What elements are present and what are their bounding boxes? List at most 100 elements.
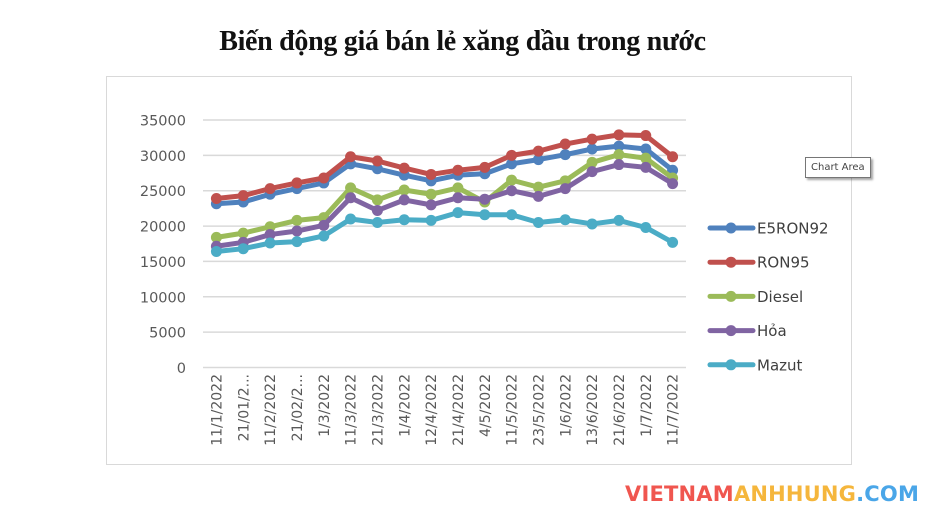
data-point[interactable]: [640, 161, 652, 173]
data-point[interactable]: [318, 230, 330, 242]
y-axis: 0 5000 10000 15000 20000 25000 30000 35000: [140, 114, 686, 377]
data-point[interactable]: [291, 177, 303, 189]
data-point[interactable]: [264, 221, 276, 233]
y-tick-label: 5000: [149, 326, 186, 342]
legend-item-mazut[interactable]: Mazut: [707, 356, 803, 374]
data-point[interactable]: [398, 194, 410, 206]
data-point[interactable]: [532, 154, 544, 166]
data-point[interactable]: [291, 225, 303, 237]
data-point[interactable]: [371, 155, 383, 167]
series-mazut: [210, 207, 679, 258]
data-point[interactable]: [210, 246, 222, 258]
data-point[interactable]: [506, 185, 518, 197]
x-tick-label: 1/6/2022: [558, 374, 574, 437]
data-point[interactable]: [264, 229, 276, 241]
data-point[interactable]: [425, 214, 437, 226]
data-point[interactable]: [425, 188, 437, 200]
data-point[interactable]: [210, 231, 222, 243]
data-point[interactable]: [371, 217, 383, 229]
legend-label: Mazut: [757, 356, 803, 374]
data-point[interactable]: [425, 199, 437, 211]
x-tick-label: 11/1/2022: [209, 374, 225, 446]
data-point[interactable]: [613, 140, 625, 152]
y-tick-label: 0: [177, 361, 186, 377]
data-point[interactable]: [532, 181, 544, 193]
data-point[interactable]: [506, 174, 518, 186]
data-point[interactable]: [613, 129, 625, 141]
data-point[interactable]: [318, 219, 330, 231]
y-tick-label: 15000: [140, 255, 186, 271]
data-point[interactable]: [640, 143, 652, 155]
data-point[interactable]: [506, 209, 518, 221]
x-tick-label: 11/3/2022: [344, 374, 360, 446]
data-point[interactable]: [640, 152, 652, 164]
data-point[interactable]: [264, 237, 276, 249]
data-point[interactable]: [640, 130, 652, 142]
data-point[interactable]: [452, 164, 464, 176]
data-point[interactable]: [479, 161, 491, 173]
data-point[interactable]: [345, 192, 357, 204]
legend-item-hỏa[interactable]: Hỏa: [707, 322, 787, 340]
data-point[interactable]: [452, 192, 464, 204]
y-tick-label: 35000: [140, 114, 186, 130]
data-point[interactable]: [345, 213, 357, 225]
series-hỏa: [210, 159, 679, 252]
data-point[interactable]: [479, 193, 491, 205]
data-point[interactable]: [559, 175, 571, 187]
data-point[interactable]: [425, 168, 437, 180]
data-point[interactable]: [371, 194, 383, 206]
data-point[interactable]: [532, 190, 544, 202]
y-tick-label: 25000: [140, 184, 186, 200]
data-point[interactable]: [559, 138, 571, 150]
data-point[interactable]: [667, 178, 679, 190]
legend: E5RON92 RON95 Diesel Hỏa Mazut: [707, 220, 829, 374]
data-point[interactable]: [586, 156, 598, 168]
data-point[interactable]: [586, 133, 598, 145]
data-point[interactable]: [532, 145, 544, 157]
data-point[interactable]: [613, 214, 625, 226]
chart-area-tooltip: Chart Area: [805, 157, 871, 178]
legend-label: Hỏa: [757, 322, 787, 340]
series-diesel: [210, 149, 679, 243]
data-point[interactable]: [398, 184, 410, 196]
data-point[interactable]: [398, 162, 410, 174]
data-point[interactable]: [291, 236, 303, 248]
legend-marker-icon: [725, 325, 737, 337]
legend-marker-icon: [725, 256, 737, 268]
legend-item-e5ron92[interactable]: E5RON92: [707, 220, 829, 238]
legend-item-diesel[interactable]: Diesel: [707, 288, 803, 306]
data-point[interactable]: [371, 163, 383, 175]
data-point[interactable]: [559, 214, 571, 226]
legend-item-ron95[interactable]: RON95: [707, 254, 810, 272]
data-point[interactable]: [291, 214, 303, 226]
data-point[interactable]: [667, 151, 679, 163]
legend-label: Diesel: [757, 288, 803, 306]
data-point[interactable]: [452, 182, 464, 194]
data-point[interactable]: [345, 151, 357, 163]
data-point[interactable]: [586, 166, 598, 178]
data-point[interactable]: [210, 192, 222, 204]
data-point[interactable]: [237, 227, 249, 239]
data-point[interactable]: [640, 221, 652, 233]
data-point[interactable]: [667, 236, 679, 248]
data-point[interactable]: [613, 159, 625, 171]
data-point[interactable]: [586, 143, 598, 155]
data-point[interactable]: [398, 214, 410, 226]
x-tick-label: 21/3/2022: [370, 374, 386, 446]
data-point[interactable]: [345, 182, 357, 194]
data-point[interactable]: [613, 149, 625, 161]
data-point[interactable]: [532, 217, 544, 229]
data-point[interactable]: [559, 183, 571, 195]
data-point[interactable]: [559, 149, 571, 161]
data-point[interactable]: [479, 209, 491, 221]
data-point[interactable]: [318, 172, 330, 184]
data-point[interactable]: [264, 183, 276, 195]
data-point[interactable]: [452, 207, 464, 219]
data-point[interactable]: [371, 205, 383, 217]
chart-area[interactable]: [106, 76, 852, 465]
data-point[interactable]: [237, 190, 249, 202]
data-point[interactable]: [506, 158, 518, 170]
data-point[interactable]: [586, 218, 598, 230]
data-point[interactable]: [506, 149, 518, 161]
data-point[interactable]: [237, 243, 249, 255]
